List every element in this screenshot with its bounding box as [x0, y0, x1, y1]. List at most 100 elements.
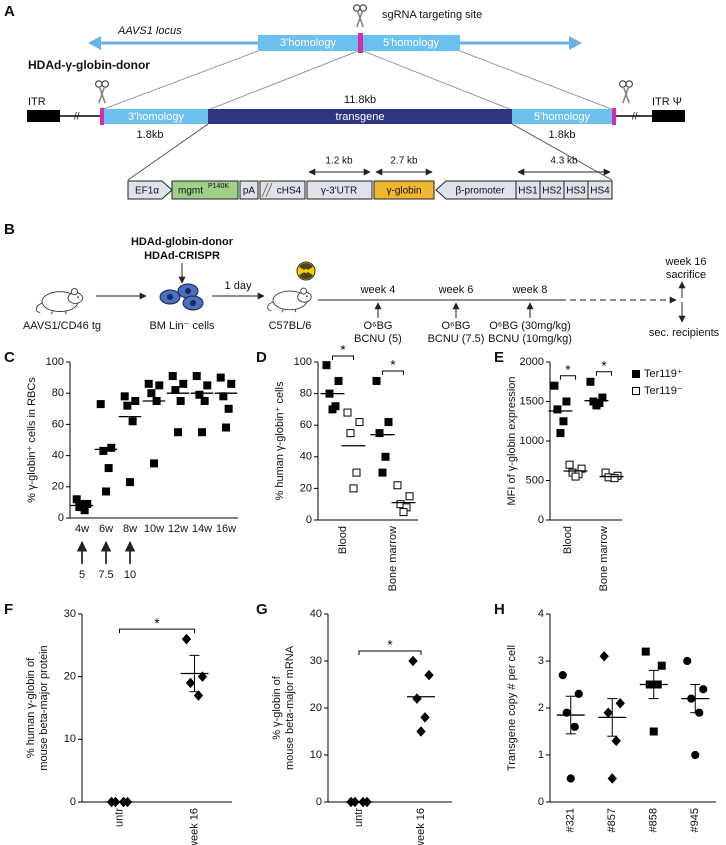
- y-tick-label: 0: [538, 514, 544, 526]
- data-point: [574, 689, 583, 699]
- break-mark: //: [632, 112, 638, 123]
- y-axis-label: % human γ-globin⁺ cells: [274, 381, 286, 500]
- y-tick-label: 20: [52, 481, 64, 493]
- data-point: [571, 472, 580, 481]
- y-tick-label: 2000: [520, 356, 544, 368]
- significance-label: *: [565, 361, 571, 377]
- data-point: [424, 669, 434, 681]
- data-point: [586, 377, 595, 386]
- y-tick-label: 20: [310, 702, 322, 714]
- y-tick-label: 100: [46, 356, 64, 368]
- cells-label: BM Lin⁻ cells: [149, 320, 215, 332]
- hs-box: [587, 180, 613, 200]
- y-tick-label: 10: [310, 749, 322, 761]
- significance-label: *: [154, 615, 160, 631]
- radiation-icon: [296, 261, 316, 281]
- treatment-label: O⁶BG (30mg/kg): [489, 320, 571, 332]
- data-point: [334, 376, 343, 385]
- data-point: [599, 651, 609, 662]
- x-tick-label: Bone marrow: [598, 526, 610, 591]
- vector-label: HDAd-globin-donor: [131, 236, 234, 248]
- y-tick-label: 60: [300, 419, 312, 431]
- data-point: [393, 481, 402, 490]
- element-label: EF1α: [135, 186, 159, 197]
- data-point: [216, 373, 225, 382]
- size-label: 1.8kb: [549, 129, 576, 141]
- arrowhead: [569, 36, 582, 50]
- data-point: [408, 655, 418, 667]
- data-point: [562, 397, 571, 406]
- cut-site: [358, 33, 363, 53]
- data-point: [553, 405, 562, 414]
- itr-label: ITR: [28, 96, 46, 108]
- data-point: [343, 408, 352, 417]
- data-point: [203, 381, 212, 390]
- element-label: HS1: [518, 186, 538, 197]
- element-label: γ-globin: [386, 186, 421, 197]
- homology-label: 3'homology: [128, 111, 184, 123]
- recipient-label: C57BL/6: [269, 320, 312, 332]
- data-point: [570, 722, 579, 731]
- data-point: [174, 428, 182, 437]
- panel-letter: C: [4, 349, 15, 366]
- x-tick-label: 14w: [192, 523, 212, 535]
- element-label: cHS4: [277, 186, 302, 197]
- data-point: [176, 397, 185, 405]
- data-point: [355, 418, 364, 427]
- significance-bracket: [332, 355, 354, 360]
- dimension-label: 1.2 kb: [325, 156, 353, 167]
- data-point: [155, 381, 164, 390]
- x-tick-label: week 16: [188, 808, 200, 845]
- data-point: [227, 379, 236, 388]
- y-tick-label: 40: [52, 450, 64, 462]
- data-point: [78, 499, 86, 508]
- element-label: HS4: [590, 186, 610, 197]
- x-tick-label: Blood: [337, 526, 349, 554]
- data-point: [378, 468, 387, 477]
- y-tick-label: 0: [58, 512, 64, 524]
- data-point: [193, 690, 204, 701]
- dose-label: 10: [124, 569, 136, 581]
- element-label: pA: [243, 186, 256, 197]
- x-tick-label: week 16: [415, 808, 427, 845]
- data-point: [126, 478, 134, 487]
- data-point: [195, 390, 204, 399]
- x-tick-label: 8w: [123, 523, 137, 535]
- pa-box: [239, 180, 259, 200]
- data-point: [550, 381, 559, 390]
- data-point: [384, 418, 393, 427]
- data-point: [322, 361, 331, 370]
- transgene-label: transgene: [336, 111, 385, 123]
- end-label: week 16: [665, 256, 707, 268]
- week-label: week 8: [512, 284, 548, 296]
- element-label: HS2: [542, 186, 562, 197]
- treatment-label: O⁶BG: [442, 320, 471, 332]
- cut-site: [612, 108, 616, 125]
- locus-label: AAVS1 locus: [117, 25, 182, 37]
- data-point: [219, 392, 228, 401]
- y-tick-label: 60: [52, 418, 64, 430]
- x-tick-label: #945: [689, 808, 701, 832]
- homology-box: [104, 109, 208, 124]
- data-point: [222, 423, 230, 432]
- data-point: [150, 459, 158, 468]
- y-tick-label: 100: [294, 356, 312, 368]
- data-point: [657, 661, 666, 670]
- y-tick-label: 40: [300, 451, 312, 463]
- y-tick-label: 20: [300, 482, 312, 494]
- data-point: [346, 429, 355, 438]
- data-point: [224, 404, 233, 413]
- scissors-icon: [618, 80, 634, 104]
- data-point: [147, 389, 156, 398]
- y-tick-label: 1000: [520, 435, 544, 447]
- significance-label: *: [387, 637, 393, 653]
- significance-bracket: [382, 370, 404, 375]
- x-tick-label: 12w: [168, 523, 188, 535]
- data-point: [632, 387, 640, 395]
- panel-letter: A: [4, 3, 15, 20]
- end-label: sacrifice: [666, 269, 706, 281]
- significance-bracket: [119, 628, 195, 634]
- y-tick-label: 30: [64, 608, 76, 620]
- data-point: [607, 773, 617, 784]
- significance-label: *: [390, 357, 396, 373]
